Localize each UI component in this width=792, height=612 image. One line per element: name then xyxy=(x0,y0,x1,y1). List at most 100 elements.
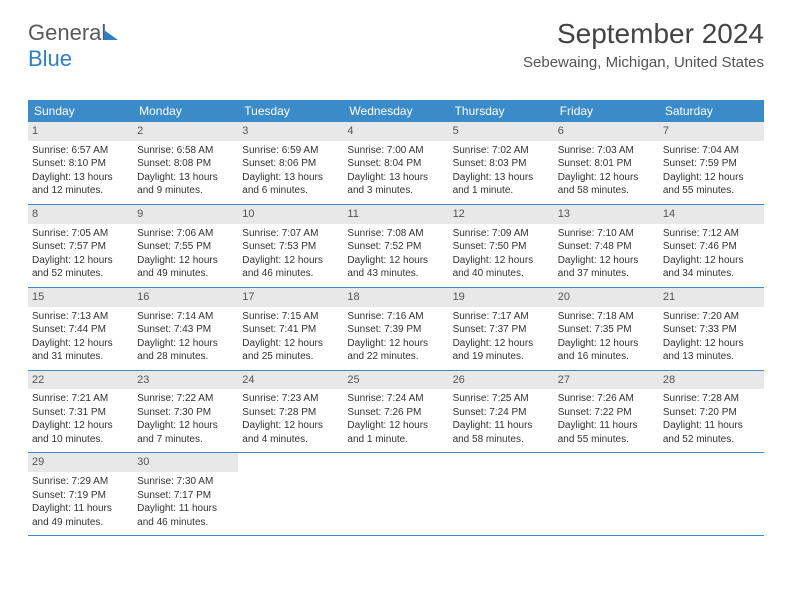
day-cell: 29Sunrise: 7:29 AMSunset: 7:19 PMDayligh… xyxy=(28,453,133,535)
sunset-line: Sunset: 8:06 PM xyxy=(242,157,339,171)
logo-triangle-icon xyxy=(104,30,118,40)
day-cell xyxy=(449,453,554,535)
weekday-header: Wednesday xyxy=(343,100,448,122)
sunset-line: Sunset: 7:52 PM xyxy=(347,240,444,254)
weekday-header: Monday xyxy=(133,100,238,122)
day-number: 6 xyxy=(554,122,659,141)
day-cell: 7Sunrise: 7:04 AMSunset: 7:59 PMDaylight… xyxy=(659,122,764,204)
sunrise-line: Sunrise: 6:58 AM xyxy=(137,144,234,158)
sunrise-line: Sunrise: 7:07 AM xyxy=(242,227,339,241)
day-cell: 1Sunrise: 6:57 AMSunset: 8:10 PMDaylight… xyxy=(28,122,133,204)
day-number: 13 xyxy=(554,205,659,224)
day-number: 30 xyxy=(133,453,238,472)
sunrise-line: Sunrise: 7:20 AM xyxy=(663,310,760,324)
day-cell: 20Sunrise: 7:18 AMSunset: 7:35 PMDayligh… xyxy=(554,288,659,370)
day-cell: 8Sunrise: 7:05 AMSunset: 7:57 PMDaylight… xyxy=(28,205,133,287)
week-row: 8Sunrise: 7:05 AMSunset: 7:57 PMDaylight… xyxy=(28,205,764,288)
daylight-line: Daylight: 12 hours and 1 minute. xyxy=(347,419,444,446)
day-cell: 16Sunrise: 7:14 AMSunset: 7:43 PMDayligh… xyxy=(133,288,238,370)
sunrise-line: Sunrise: 6:59 AM xyxy=(242,144,339,158)
sunrise-line: Sunrise: 6:57 AM xyxy=(32,144,129,158)
sunrise-line: Sunrise: 7:18 AM xyxy=(558,310,655,324)
day-cell: 15Sunrise: 7:13 AMSunset: 7:44 PMDayligh… xyxy=(28,288,133,370)
day-cell: 9 Sunrise: 7:06 AMSunset: 7:55 PMDaylight… xyxy=(133,205,238,287)
daylight-line: Daylight: 12 hours and 34 minutes. xyxy=(663,254,760,281)
weekday-header: Tuesday xyxy=(238,100,343,122)
day-cell: 19Sunrise: 7:17 AMSunset: 7:37 PMDayligh… xyxy=(449,288,554,370)
day-cell: 6Sunrise: 7:03 AMSunset: 8:01 PMDaylight… xyxy=(554,122,659,204)
day-number: 12 xyxy=(449,205,554,224)
sunset-line: Sunset: 7:55 PM xyxy=(137,240,234,254)
day-cell: 13Sunrise: 7:10 AMSunset: 7:48 PMDayligh… xyxy=(554,205,659,287)
day-number: 8 xyxy=(28,205,133,224)
sunset-line: Sunset: 7:57 PM xyxy=(32,240,129,254)
sunset-line: Sunset: 7:46 PM xyxy=(663,240,760,254)
daylight-line: Daylight: 12 hours and 16 minutes. xyxy=(558,337,655,364)
month-title: September 2024 xyxy=(523,18,764,50)
sunset-line: Sunset: 7:43 PM xyxy=(137,323,234,337)
daylight-line: Daylight: 11 hours and 46 minutes. xyxy=(137,502,234,529)
day-number: 15 xyxy=(28,288,133,307)
sunset-line: Sunset: 8:10 PM xyxy=(32,157,129,171)
day-number: 18 xyxy=(343,288,448,307)
day-cell: 10Sunrise: 7:07 AMSunset: 7:53 PMDayligh… xyxy=(238,205,343,287)
sunset-line: Sunset: 7:59 PM xyxy=(663,157,760,171)
daylight-line: Daylight: 12 hours and 7 minutes. xyxy=(137,419,234,446)
day-number: 7 xyxy=(659,122,764,141)
week-row: 1Sunrise: 6:57 AMSunset: 8:10 PMDaylight… xyxy=(28,122,764,205)
daylight-line: Daylight: 12 hours and 58 minutes. xyxy=(558,171,655,198)
sunset-line: Sunset: 7:26 PM xyxy=(347,406,444,420)
day-cell: 4Sunrise: 7:00 AMSunset: 8:04 PMDaylight… xyxy=(343,122,448,204)
sunrise-line: Sunrise: 7:14 AM xyxy=(137,310,234,324)
weekday-header: Thursday xyxy=(449,100,554,122)
day-number: 20 xyxy=(554,288,659,307)
sunrise-line: Sunrise: 7:13 AM xyxy=(32,310,129,324)
logo-text-gray: General xyxy=(28,20,106,45)
daylight-line: Daylight: 11 hours and 55 minutes. xyxy=(558,419,655,446)
day-number: 22 xyxy=(28,371,133,390)
sunset-line: Sunset: 7:33 PM xyxy=(663,323,760,337)
title-block: September 2024 Sebewaing, Michigan, Unit… xyxy=(523,18,764,71)
sunrise-line: Sunrise: 7:17 AM xyxy=(453,310,550,324)
sunrise-line: Sunrise: 7:06 AM xyxy=(137,227,234,241)
daylight-line: Daylight: 12 hours and 10 minutes. xyxy=(32,419,129,446)
sunrise-line: Sunrise: 7:03 AM xyxy=(558,144,655,158)
day-number: 29 xyxy=(28,453,133,472)
day-number: 21 xyxy=(659,288,764,307)
sunrise-line: Sunrise: 7:02 AM xyxy=(453,144,550,158)
sunset-line: Sunset: 7:41 PM xyxy=(242,323,339,337)
sunrise-line: Sunrise: 7:09 AM xyxy=(453,227,550,241)
sunset-line: Sunset: 7:30 PM xyxy=(137,406,234,420)
day-cell xyxy=(343,453,448,535)
day-cell: 11Sunrise: 7:08 AMSunset: 7:52 PMDayligh… xyxy=(343,205,448,287)
day-number: 25 xyxy=(343,371,448,390)
sunset-line: Sunset: 7:37 PM xyxy=(453,323,550,337)
day-cell: 3Sunrise: 6:59 AMSunset: 8:06 PMDaylight… xyxy=(238,122,343,204)
day-cell xyxy=(659,453,764,535)
day-number: 14 xyxy=(659,205,764,224)
daylight-line: Daylight: 13 hours and 1 minute. xyxy=(453,171,550,198)
calendar: SundayMondayTuesdayWednesdayThursdayFrid… xyxy=(28,100,764,536)
day-number: 24 xyxy=(238,371,343,390)
sunset-line: Sunset: 7:20 PM xyxy=(663,406,760,420)
day-number: 9 xyxy=(133,205,238,224)
daylight-line: Daylight: 12 hours and 4 minutes. xyxy=(242,419,339,446)
day-cell xyxy=(554,453,659,535)
daylight-line: Daylight: 12 hours and 22 minutes. xyxy=(347,337,444,364)
day-cell: 5Sunrise: 7:02 AMSunset: 8:03 PMDaylight… xyxy=(449,122,554,204)
sunrise-line: Sunrise: 7:16 AM xyxy=(347,310,444,324)
sunset-line: Sunset: 8:04 PM xyxy=(347,157,444,171)
weekday-header: Saturday xyxy=(659,100,764,122)
daylight-line: Daylight: 12 hours and 49 minutes. xyxy=(137,254,234,281)
sunset-line: Sunset: 7:50 PM xyxy=(453,240,550,254)
logo-text-blue: Blue xyxy=(28,46,72,71)
sunset-line: Sunset: 7:28 PM xyxy=(242,406,339,420)
sunrise-line: Sunrise: 7:10 AM xyxy=(558,227,655,241)
day-cell: 23Sunrise: 7:22 AMSunset: 7:30 PMDayligh… xyxy=(133,371,238,453)
day-cell: 24Sunrise: 7:23 AMSunset: 7:28 PMDayligh… xyxy=(238,371,343,453)
sunrise-line: Sunrise: 7:12 AM xyxy=(663,227,760,241)
sunrise-line: Sunrise: 7:22 AM xyxy=(137,392,234,406)
sunset-line: Sunset: 7:48 PM xyxy=(558,240,655,254)
day-cell: 2Sunrise: 6:58 AMSunset: 8:08 PMDaylight… xyxy=(133,122,238,204)
weekday-header: Friday xyxy=(554,100,659,122)
